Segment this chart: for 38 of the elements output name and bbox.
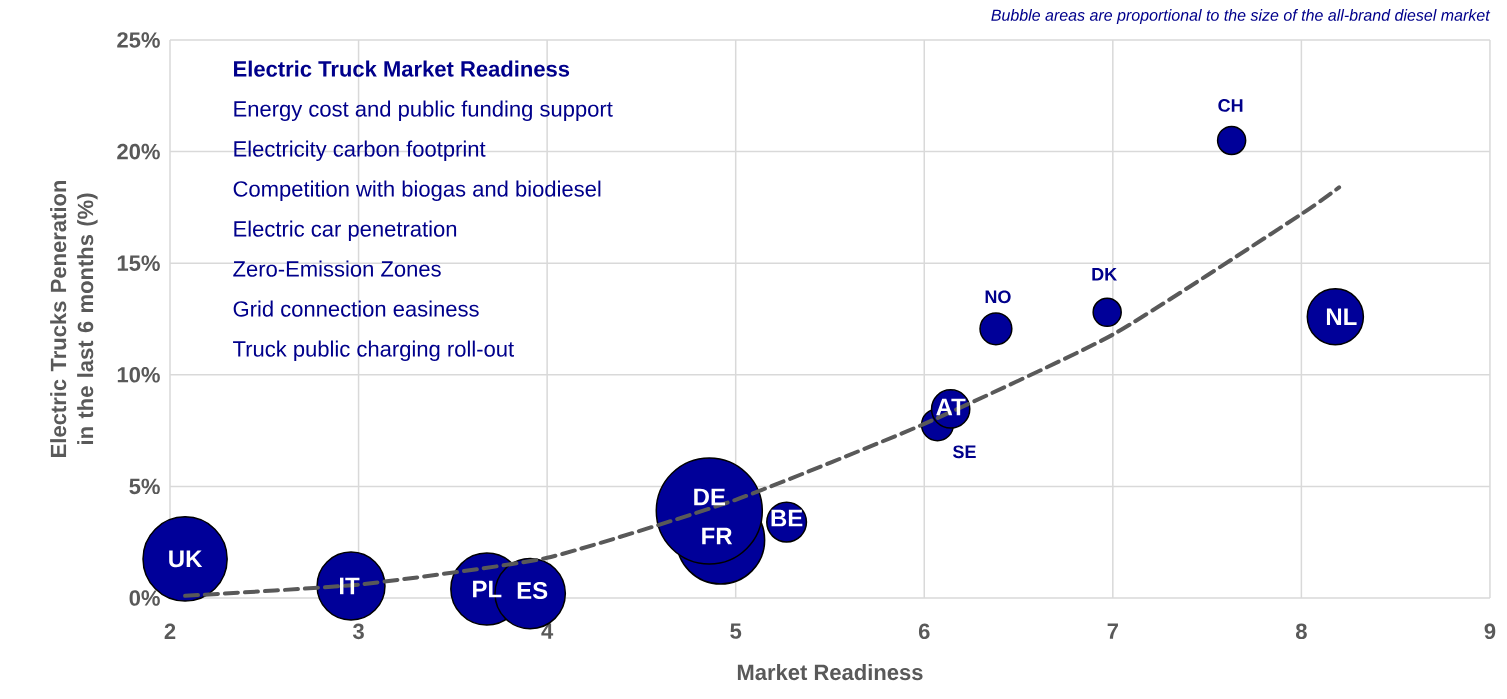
- annotation: UK: [169, 550, 203, 568]
- x-tick-label: 8: [1295, 623, 1307, 640]
- text: Bubble areas are proportional to the size of the all-brand diesel market: [991, 9, 1491, 25]
- annotation: DE: [694, 488, 726, 506]
- y-tick-label: 20%: [117, 143, 160, 160]
- x-tick-label: 7: [1107, 623, 1118, 639]
- y-tick-label: 5%: [129, 478, 160, 495]
- annotation: NO: [985, 290, 1011, 304]
- annotation: ES: [517, 582, 548, 600]
- annotation: Electric car penetration: [234, 220, 457, 242]
- annotation: NL: [1326, 308, 1357, 326]
- x-tick-label: 5: [730, 623, 742, 639]
- x-tick-label: 4: [541, 623, 554, 639]
- annotation: IT: [339, 577, 360, 595]
- y-tick-label: 0%: [129, 590, 160, 606]
- annotation: Electricity carbon footprint: [234, 140, 486, 162]
- x-axis-title: Market Readiness: [737, 663, 923, 681]
- annotation: BE: [771, 509, 803, 527]
- annotation: DK: [1092, 268, 1117, 281]
- x-tick-label: 9: [1484, 623, 1496, 640]
- x-tick-label: 2: [164, 623, 176, 639]
- annotation: Grid connection easiness: [233, 300, 479, 317]
- annotation: Truck public charging roll-out: [233, 340, 514, 362]
- annotation: AT: [936, 398, 966, 416]
- annotation: Competition with biogas and biodiesel: [233, 180, 601, 202]
- x-tick-label: 6: [918, 623, 930, 640]
- annotation: FR: [702, 527, 733, 545]
- annotation: Energy cost and public funding support: [234, 100, 613, 122]
- y-tick-label: 10%: [117, 367, 160, 383]
- annotation: CH: [1218, 99, 1243, 112]
- annotation: SE: [952, 445, 976, 459]
- annotation: PL: [473, 580, 502, 598]
- annotation: Electric Truck Market Readiness: [234, 60, 570, 77]
- y-tick-label: 15%: [117, 255, 160, 271]
- annotation: Zero-Emission Zones: [233, 260, 441, 277]
- x-tick-label: 3: [352, 623, 364, 640]
- y-axis-title: Electric Trucks Peneration in the last 6 months (%): [50, 180, 98, 457]
- y-tick-label: 25%: [117, 32, 160, 48]
